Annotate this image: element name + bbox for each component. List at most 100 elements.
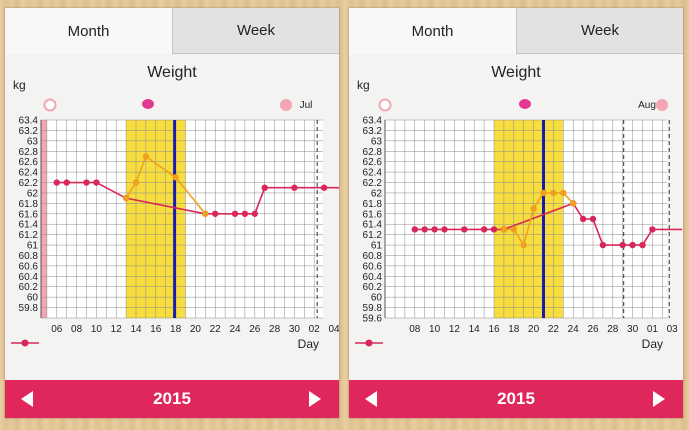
year-label: 2015 [497, 389, 535, 408]
x-tick-label: 12 [449, 324, 461, 332]
cycle-start-marker [43, 98, 57, 112]
y-tick-label: 62.2 [363, 178, 383, 189]
tab-month[interactable]: Month [5, 8, 172, 54]
data-point [510, 226, 517, 233]
y-tick-label: 61.4 [19, 220, 39, 231]
year-bar: 2015 [5, 380, 339, 418]
y-tick-label: 62.6 [363, 157, 383, 168]
data-point [241, 210, 249, 217]
y-unit-label: kg [357, 78, 370, 92]
x-tick-label: 12 [111, 324, 123, 332]
y-tick-label: 60.4 [363, 272, 383, 283]
data-point [53, 179, 60, 186]
data-point [320, 184, 328, 191]
data-point [212, 210, 219, 217]
x-tick-label: 08 [409, 324, 421, 332]
y-tick-label: 60.8 [363, 251, 383, 262]
data-point [649, 226, 656, 233]
tab-bar: Month Week [5, 8, 339, 54]
y-tick-label: 63.2 [363, 126, 383, 137]
x-axis-label: Day [297, 337, 319, 351]
data-point [441, 226, 448, 233]
data-point [63, 179, 70, 186]
y-tick-label: 62.4 [363, 168, 383, 179]
data-point [431, 226, 438, 233]
tab-month[interactable]: Month [349, 8, 516, 54]
x-tick-label: 22 [210, 324, 222, 332]
y-tick-label: 61 [371, 241, 383, 252]
y-tick-label: 62.8 [19, 147, 39, 158]
data-point [231, 210, 239, 217]
data-point [589, 215, 597, 223]
data-point [550, 189, 557, 197]
x-tick-label: 18 [508, 324, 520, 332]
x-tick-label: 10 [429, 324, 441, 332]
tab-week[interactable]: Week [172, 8, 339, 54]
y-tick-label: 61.6 [363, 209, 383, 220]
x-tick-label: 08 [71, 324, 83, 332]
data-point [490, 226, 498, 233]
y-tick-label: 61.2 [19, 230, 39, 241]
x-tick-label: 24 [229, 324, 241, 332]
y-tick-label: 63.4 [363, 116, 383, 127]
data-point [291, 184, 298, 191]
prev-year-button[interactable] [365, 391, 377, 407]
x-tick-label: 14 [130, 324, 142, 332]
x-tick-label: 14 [469, 324, 481, 332]
tab-bar: Month Week [349, 8, 683, 54]
data-point [132, 179, 140, 186]
next-year-button[interactable] [653, 391, 665, 407]
fertile-band [494, 120, 564, 318]
x-tick-label: 18 [170, 324, 182, 332]
data-point [540, 189, 547, 197]
x-tick-label: 28 [269, 324, 281, 332]
y-tick-label: 62 [27, 188, 39, 199]
y-tick-label: 60.4 [19, 272, 39, 283]
y-tick-label: 60.2 [363, 282, 383, 293]
x-tick-label: 26 [587, 324, 599, 332]
y-tick-label: 59.6 [363, 314, 383, 325]
data-point [500, 226, 508, 233]
data-point [579, 215, 587, 223]
y-tick-label: 62.4 [19, 168, 39, 179]
x-tick-label: 26 [249, 324, 261, 332]
cycle-start-marker [378, 98, 392, 112]
next-year-button[interactable] [309, 391, 321, 407]
data-point [570, 200, 577, 207]
y-tick-label: 60.6 [19, 261, 39, 272]
year-bar: 2015 [349, 380, 683, 418]
x-tick-label: 03 [667, 324, 679, 332]
y-tick-label: 61.8 [19, 199, 39, 210]
prev-year-button[interactable] [21, 391, 33, 407]
data-point [411, 226, 418, 233]
x-tick-label: 16 [488, 324, 500, 332]
month-label: Jul [300, 100, 313, 111]
x-tick-label: 28 [607, 324, 619, 332]
period-band [41, 120, 47, 318]
weight-chart[interactable]: 59.86060.260.460.660.86161.261.461.661.8… [5, 92, 339, 332]
data-point [599, 241, 607, 249]
ovulation-marker [519, 99, 531, 109]
x-tick-label: 16 [150, 324, 162, 332]
x-tick-label: 04 [328, 324, 339, 332]
x-tick-label: 20 [528, 324, 540, 332]
y-tick-label: 60 [371, 293, 383, 304]
y-tick-label: 60 [27, 293, 39, 304]
y-tick-label: 60.6 [363, 261, 383, 272]
y-tick-label: 60.2 [19, 282, 39, 293]
x-tick-label: 20 [190, 324, 202, 332]
data-point [461, 226, 468, 233]
y-tick-label: 61.2 [363, 230, 383, 241]
data-point [619, 241, 626, 249]
data-point [480, 226, 488, 233]
y-tick-label: 61 [27, 241, 39, 252]
data-point [202, 210, 209, 217]
data-point [560, 189, 567, 197]
data-point [421, 226, 428, 233]
data-point [142, 153, 150, 160]
x-tick-label: 06 [51, 324, 63, 332]
y-tick-label: 62 [371, 188, 383, 199]
weight-chart[interactable]: 59.659.86060.260.460.660.86161.261.461.6… [349, 92, 683, 332]
x-tick-label: 02 [309, 324, 321, 332]
tab-week[interactable]: Week [516, 8, 683, 54]
